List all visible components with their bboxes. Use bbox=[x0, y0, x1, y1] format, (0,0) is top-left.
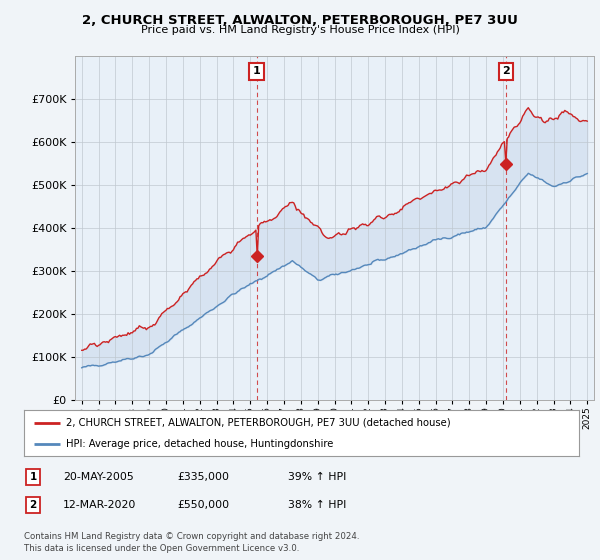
Text: 2: 2 bbox=[29, 500, 37, 510]
Text: Contains HM Land Registry data © Crown copyright and database right 2024.: Contains HM Land Registry data © Crown c… bbox=[24, 532, 359, 541]
Text: 12-MAR-2020: 12-MAR-2020 bbox=[63, 500, 136, 510]
Text: £335,000: £335,000 bbox=[177, 472, 229, 482]
Text: 20-MAY-2005: 20-MAY-2005 bbox=[63, 472, 134, 482]
Text: 39% ↑ HPI: 39% ↑ HPI bbox=[288, 472, 346, 482]
Text: HPI: Average price, detached house, Huntingdonshire: HPI: Average price, detached house, Hunt… bbox=[65, 440, 333, 450]
Text: This data is licensed under the Open Government Licence v3.0.: This data is licensed under the Open Gov… bbox=[24, 544, 299, 553]
Text: 1: 1 bbox=[29, 472, 37, 482]
Text: 1: 1 bbox=[253, 66, 260, 76]
Text: 2: 2 bbox=[502, 66, 510, 76]
Text: 2, CHURCH STREET, ALWALTON, PETERBOROUGH, PE7 3UU: 2, CHURCH STREET, ALWALTON, PETERBOROUGH… bbox=[82, 14, 518, 27]
Text: £550,000: £550,000 bbox=[177, 500, 229, 510]
Text: Price paid vs. HM Land Registry's House Price Index (HPI): Price paid vs. HM Land Registry's House … bbox=[140, 25, 460, 35]
Text: 2, CHURCH STREET, ALWALTON, PETERBOROUGH, PE7 3UU (detached house): 2, CHURCH STREET, ALWALTON, PETERBOROUGH… bbox=[65, 418, 450, 428]
Text: 38% ↑ HPI: 38% ↑ HPI bbox=[288, 500, 346, 510]
